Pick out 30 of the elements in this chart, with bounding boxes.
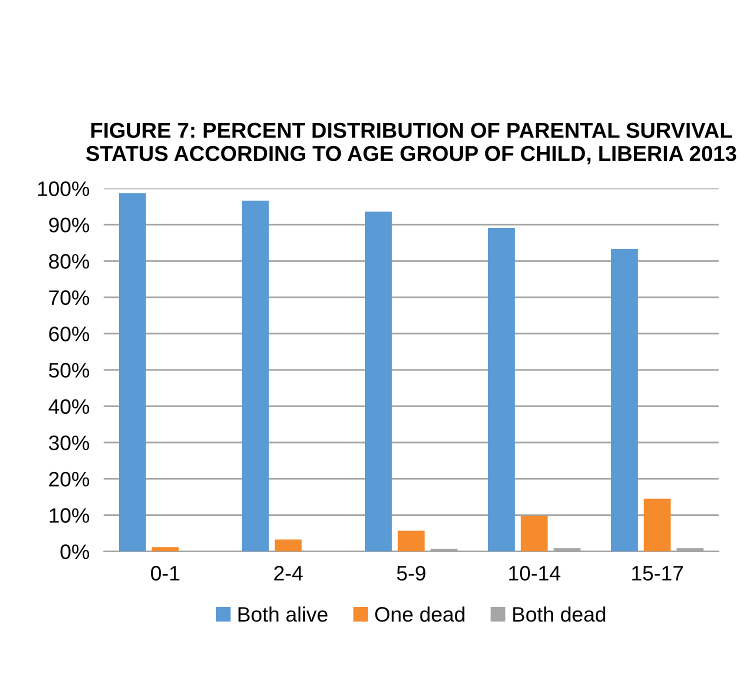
bar	[242, 200, 269, 552]
bar	[644, 498, 671, 552]
x-tick-label: 10-14	[509, 566, 560, 581]
y-tick-label: 100%	[38, 181, 90, 196]
y-tick-label: 70%	[49, 290, 90, 306]
y-tick-label: 90%	[49, 218, 90, 232]
y-tick-label: 0%	[60, 544, 90, 560]
x-tick-label: 0-1	[151, 566, 180, 581]
legend-label: Both alive	[238, 606, 328, 622]
legend-label: One dead	[375, 606, 464, 622]
y-tick-label: 10%	[50, 508, 90, 523]
y-tick-label: 50%	[48, 362, 90, 378]
y-tick-label: 30%	[48, 436, 90, 450]
y-tick-label: 60%	[49, 326, 90, 342]
y-tick-label: 40%	[48, 399, 90, 414]
x-tick-label: 15-17	[632, 566, 683, 581]
bar	[398, 530, 425, 552]
x-tick-label: 2-4	[274, 566, 303, 580]
x-tick-label: 5-9	[397, 566, 426, 581]
y-tick-label: 80%	[49, 254, 90, 269]
bar	[365, 212, 392, 552]
bar	[118, 193, 146, 552]
chart-title: FIGURE 7: PERCENT DISTRIBUTION OF PARENTAL SURVIVAL STATUS ACCORDING TO AGE GROUP OF CHILD, LIBERIA 2013	[86, 122, 736, 164]
bar	[274, 539, 302, 552]
y-tick-label: 20%	[49, 472, 90, 487]
bar	[611, 249, 638, 552]
bar	[520, 516, 548, 552]
bar	[488, 228, 515, 552]
bar	[152, 547, 179, 552]
legend-label: Both dead	[513, 606, 606, 622]
